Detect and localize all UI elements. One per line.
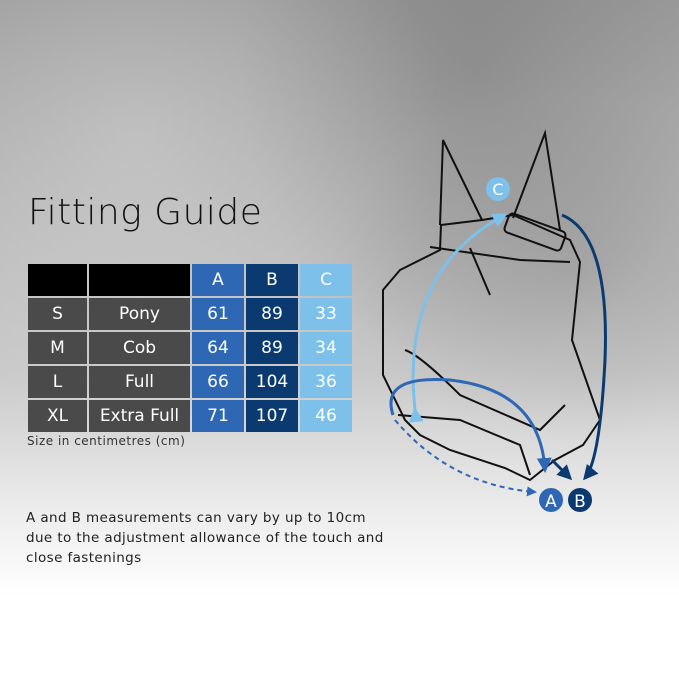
c-cell: 46: [300, 400, 352, 432]
label-b-badge: [568, 488, 592, 512]
a-cell: 64: [192, 332, 244, 364]
header-c: C: [300, 264, 352, 296]
label-a-badge: [539, 488, 563, 512]
table-row: S Pony 61 89 33: [28, 298, 352, 330]
c-cell: 33: [300, 298, 352, 330]
size-cell: M: [28, 332, 87, 364]
name-cell: Extra Full: [89, 400, 190, 432]
size-cell: L: [28, 366, 87, 398]
size-cell: S: [28, 298, 87, 330]
a-cell: 61: [192, 298, 244, 330]
label-a: A: [545, 492, 557, 512]
units-note: Size in centimetres (cm): [27, 434, 186, 448]
page-title: Fitting Guide: [28, 192, 263, 233]
measurement-a-dashed: [394, 419, 537, 497]
c-cell: 34: [300, 332, 352, 364]
header-a: A: [192, 264, 244, 296]
table-header-row: A B C: [28, 264, 352, 296]
measurement-c-arrow: [408, 213, 508, 423]
table-row: M Cob 64 89 34: [28, 332, 352, 364]
header-cell: [28, 264, 87, 296]
size-cell: XL: [28, 400, 87, 432]
table-row: L Full 66 104 36: [28, 366, 352, 398]
b-cell: 104: [246, 366, 298, 398]
b-cell: 89: [246, 332, 298, 364]
measurement-note: A and B measurements can vary by up to 1…: [26, 510, 384, 566]
size-table: A B C S Pony 61 89 33 M Cob 64 89 34 L Full 66 104 3…: [26, 262, 354, 434]
c-cell: 36: [300, 366, 352, 398]
name-cell: Pony: [89, 298, 190, 330]
name-cell: Full: [89, 366, 190, 398]
label-c-badge: [486, 177, 510, 201]
a-cell: 71: [192, 400, 244, 432]
label-b: B: [574, 492, 586, 512]
measurement-a-arrow: [389, 377, 552, 473]
table-row: XL Extra Full 71 107 46: [28, 400, 352, 432]
header-b: B: [246, 264, 298, 296]
measurement-b-arrow: [561, 213, 607, 481]
a-cell: 66: [192, 366, 244, 398]
b-cell: 107: [246, 400, 298, 432]
name-cell: Cob: [89, 332, 190, 364]
label-c: C: [492, 180, 503, 199]
header-cell: [89, 264, 190, 296]
b-cell: 89: [246, 298, 298, 330]
